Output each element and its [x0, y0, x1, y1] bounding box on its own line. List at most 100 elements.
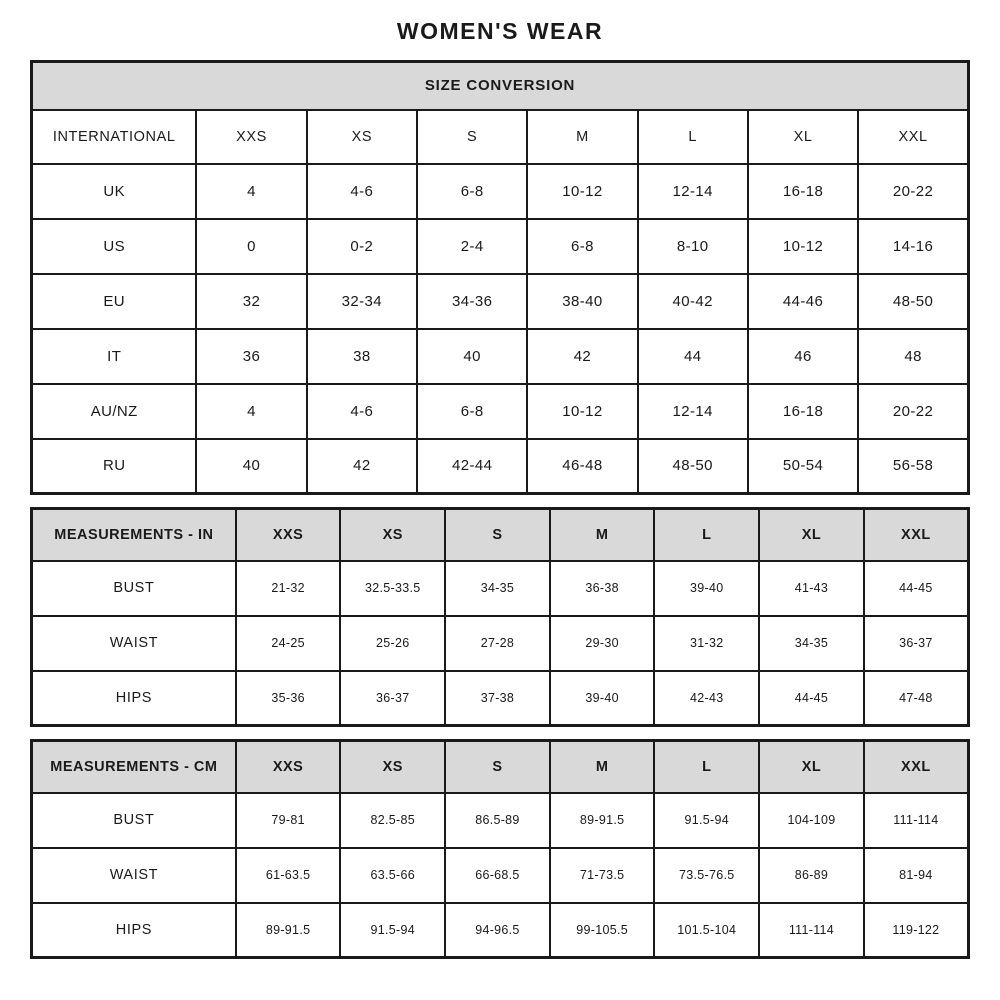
- table-cell: 6-8: [415, 382, 529, 440]
- column-header: XS: [305, 108, 419, 165]
- table-cell: 10-12: [526, 162, 639, 220]
- table-cell: 48: [857, 327, 970, 385]
- table-cell: 36-38: [548, 559, 656, 617]
- table-cell: 8-10: [636, 217, 749, 275]
- table-cell: 38-40: [526, 272, 639, 330]
- table-cell: 0-2: [305, 217, 419, 275]
- table-cell: 6-8: [415, 162, 529, 220]
- row-label: US: [30, 217, 198, 275]
- column-header: XS: [339, 739, 447, 794]
- table-cell: 32-34: [305, 272, 419, 330]
- table-cell: 104-109: [758, 791, 865, 849]
- table-cell: 44-45: [862, 559, 970, 617]
- table-cell: 81-94: [862, 846, 970, 904]
- table-cell: 56-58: [857, 437, 970, 495]
- table-row: BUST 21-32 32.5-33.5 34-35 36-38 39-40 41-43 44…: [30, 559, 970, 617]
- column-header: XXL: [862, 507, 970, 562]
- column-header-row: MEASUREMENTS - IN XXS XS S M L XL XXL: [30, 507, 970, 562]
- table-row: IT 36 38 40 42 44 46 48: [30, 327, 970, 385]
- table-cell: 111-114: [862, 791, 970, 849]
- column-header-row: INTERNATIONAL XXS XS S M L XL XXL: [30, 108, 970, 165]
- row-label: WAIST: [30, 846, 237, 904]
- table-row: AU/NZ 4 4-6 6-8 10-12 12-14 16-18 20-22: [30, 382, 970, 440]
- table-cell: 39-40: [653, 559, 761, 617]
- table-cell: 50-54: [746, 437, 860, 495]
- table-row: BUST 79-81 82.5-85 86.5-89 89-91.5 91.5-94 104…: [30, 791, 970, 849]
- row-label: WAIST: [30, 614, 237, 672]
- table-cell: 34-35: [444, 559, 551, 617]
- column-header: L: [653, 739, 761, 794]
- table-cell: 82.5-85: [339, 791, 447, 849]
- table-row: HIPS 89-91.5 91.5-94 94-96.5 99-105.5 101.5-1…: [30, 901, 970, 959]
- column-header: L: [636, 108, 749, 165]
- table-cell: 32.5-33.5: [339, 559, 447, 617]
- table-cell: 63.5-66: [339, 846, 447, 904]
- table-cell: 89-91.5: [234, 901, 342, 959]
- table-cell: 0: [195, 217, 308, 275]
- page-title: WOMEN'S WEAR: [396, 18, 604, 44]
- column-header: XS: [339, 507, 447, 562]
- table-cell: 29-30: [548, 614, 656, 672]
- table-banner-row: SIZE CONVERSION: [30, 60, 970, 111]
- row-label: BUST: [30, 791, 237, 849]
- table-cell: 2-4: [415, 217, 529, 275]
- table-cell: 46-48: [526, 437, 639, 495]
- table-cell: 35-36: [234, 669, 342, 727]
- table-cell: 73.5-76.5: [653, 846, 761, 904]
- column-header: XXS: [195, 108, 308, 165]
- table-row: HIPS 35-36 36-37 37-38 39-40 42-43 44-45 47-48: [30, 669, 970, 727]
- table-cell: 111-114: [758, 901, 865, 959]
- column-header: S: [415, 108, 529, 165]
- table-row: UK 4 4-6 6-8 10-12 12-14 16-18 20-22: [30, 162, 970, 220]
- measurements-in-table: MEASUREMENTS - IN XXS XS S M L XL XXL BUST 21-32 3…: [30, 507, 970, 727]
- row-label: UK: [30, 162, 198, 220]
- column-header: XXL: [862, 739, 970, 794]
- table-cell: 20-22: [857, 162, 970, 220]
- table-cell: 47-48: [862, 669, 970, 727]
- table-cell: 24-25: [234, 614, 342, 672]
- column-header: L: [653, 507, 761, 562]
- table-cell: 42: [526, 327, 639, 385]
- table-cell: 38: [305, 327, 419, 385]
- table-cell: 40: [195, 437, 308, 495]
- table-cell: 48-50: [636, 437, 749, 495]
- table-cell: 4: [195, 162, 308, 220]
- table-cell: 79-81: [234, 791, 342, 849]
- column-header: XL: [758, 739, 865, 794]
- table-cell: 36: [195, 327, 308, 385]
- table-cell: 44: [636, 327, 749, 385]
- table-cell: 31-32: [653, 614, 761, 672]
- column-header: M: [548, 739, 656, 794]
- table-cell: 21-32: [234, 559, 342, 617]
- row-header-label: MEASUREMENTS - IN: [30, 507, 237, 562]
- table-cell: 71-73.5: [548, 846, 656, 904]
- table-cell: 25-26: [339, 614, 447, 672]
- table-cell: 10-12: [526, 382, 639, 440]
- table-row: WAIST 61-63.5 63.5-66 66-68.5 71-73.5 73.5-76…: [30, 846, 970, 904]
- row-label: EU: [30, 272, 198, 330]
- column-header: S: [444, 507, 551, 562]
- column-header: XL: [758, 507, 865, 562]
- table-cell: 16-18: [746, 382, 860, 440]
- table-cell: 91.5-94: [339, 901, 447, 959]
- row-label: HIPS: [30, 901, 237, 959]
- table-cell: 89-91.5: [548, 791, 656, 849]
- row-label: IT: [30, 327, 198, 385]
- table-cell: 101.5-104: [653, 901, 761, 959]
- table-cell: 34-35: [758, 614, 865, 672]
- row-header-label: MEASUREMENTS - CM: [30, 739, 237, 794]
- table-cell: 99-105.5: [548, 901, 656, 959]
- table-row: US 0 0-2 2-4 6-8 8-10 10-12 14-16: [30, 217, 970, 275]
- table-cell: 61-63.5: [234, 846, 342, 904]
- table-cell: 48-50: [857, 272, 970, 330]
- row-label: RU: [30, 437, 198, 495]
- column-header: XL: [746, 108, 860, 165]
- table-cell: 12-14: [636, 162, 749, 220]
- measurements-cm-table: MEASUREMENTS - CM XXS XS S M L XL XXL BUST 79-81 8…: [30, 739, 970, 959]
- table-cell: 20-22: [857, 382, 970, 440]
- table-cell: 36-37: [862, 614, 970, 672]
- row-header-label: INTERNATIONAL: [30, 108, 198, 165]
- table-cell: 14-16: [857, 217, 970, 275]
- row-label: BUST: [30, 559, 237, 617]
